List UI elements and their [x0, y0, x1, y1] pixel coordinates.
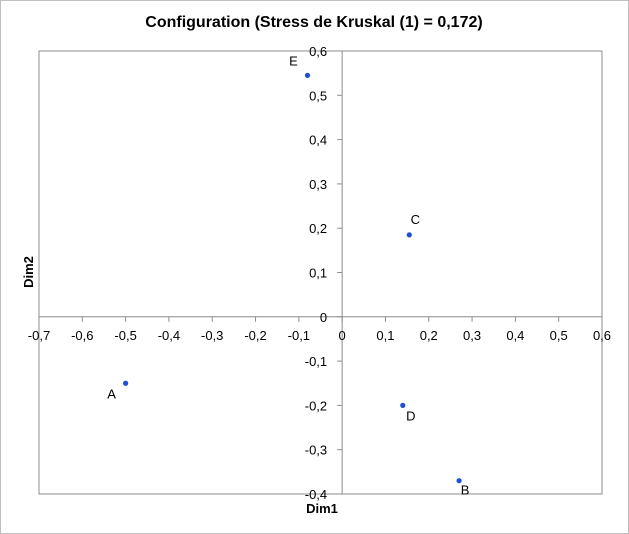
plot-area [38, 50, 603, 495]
x-tick-label: 0,1 [376, 328, 394, 343]
y-tick-label: -0,1 [305, 354, 327, 369]
x-tick-label: -0,2 [244, 328, 266, 343]
y-tick-label: 0,4 [309, 133, 327, 148]
x-tick-label: 0 [339, 328, 346, 343]
y-tick-label: 0,5 [309, 88, 327, 103]
y-tick-label: 0,6 [309, 44, 327, 59]
point-label: A [107, 386, 116, 401]
x-tick-label: -0,3 [201, 328, 223, 343]
x-tick-label: 0,5 [550, 328, 568, 343]
x-tick-label: -0,7 [28, 328, 50, 343]
point-label: C [411, 212, 420, 227]
points-layer: A B C D E [107, 53, 469, 497]
point-label: B [461, 483, 470, 498]
point-label: E [289, 53, 298, 68]
x-tick-label: 0,3 [463, 328, 481, 343]
y-tick-label: 0 [320, 310, 327, 325]
x-tick-label: -0,1 [288, 328, 310, 343]
y-axis-title: Dim2 [21, 256, 36, 288]
data-point [400, 402, 406, 408]
y-tick-label: 0,1 [309, 266, 327, 281]
x-axis-title: Dim1 [306, 501, 338, 516]
point-label: D [406, 408, 415, 423]
y-tick-label: 0,3 [309, 177, 327, 192]
y-tick-label: -0,2 [305, 398, 327, 413]
axes-layer: -0,7 -0,6 -0,5 -0,4 -0,3 -0,2 -0,1 0 0,1 0,2 0,3 0,… [28, 44, 611, 502]
data-point [123, 380, 129, 386]
x-tick-label: -0,6 [71, 328, 93, 343]
x-tick-label: 0,6 [593, 328, 611, 343]
chart-title: Configuration (Stress de Kruskal (1) = 0… [145, 14, 482, 31]
data-point [304, 72, 311, 78]
x-tick-label: -0,5 [114, 328, 136, 343]
x-tick-label: -0,4 [158, 328, 180, 343]
x-tick-label: 0,2 [420, 328, 438, 343]
y-tick-label: 0,2 [309, 221, 327, 236]
y-tick-label: -0,3 [305, 443, 327, 458]
x-tick-label: 0,4 [506, 328, 524, 343]
data-point [406, 232, 412, 238]
y-tick-label: -0,4 [305, 487, 327, 502]
data-point [456, 478, 462, 484]
